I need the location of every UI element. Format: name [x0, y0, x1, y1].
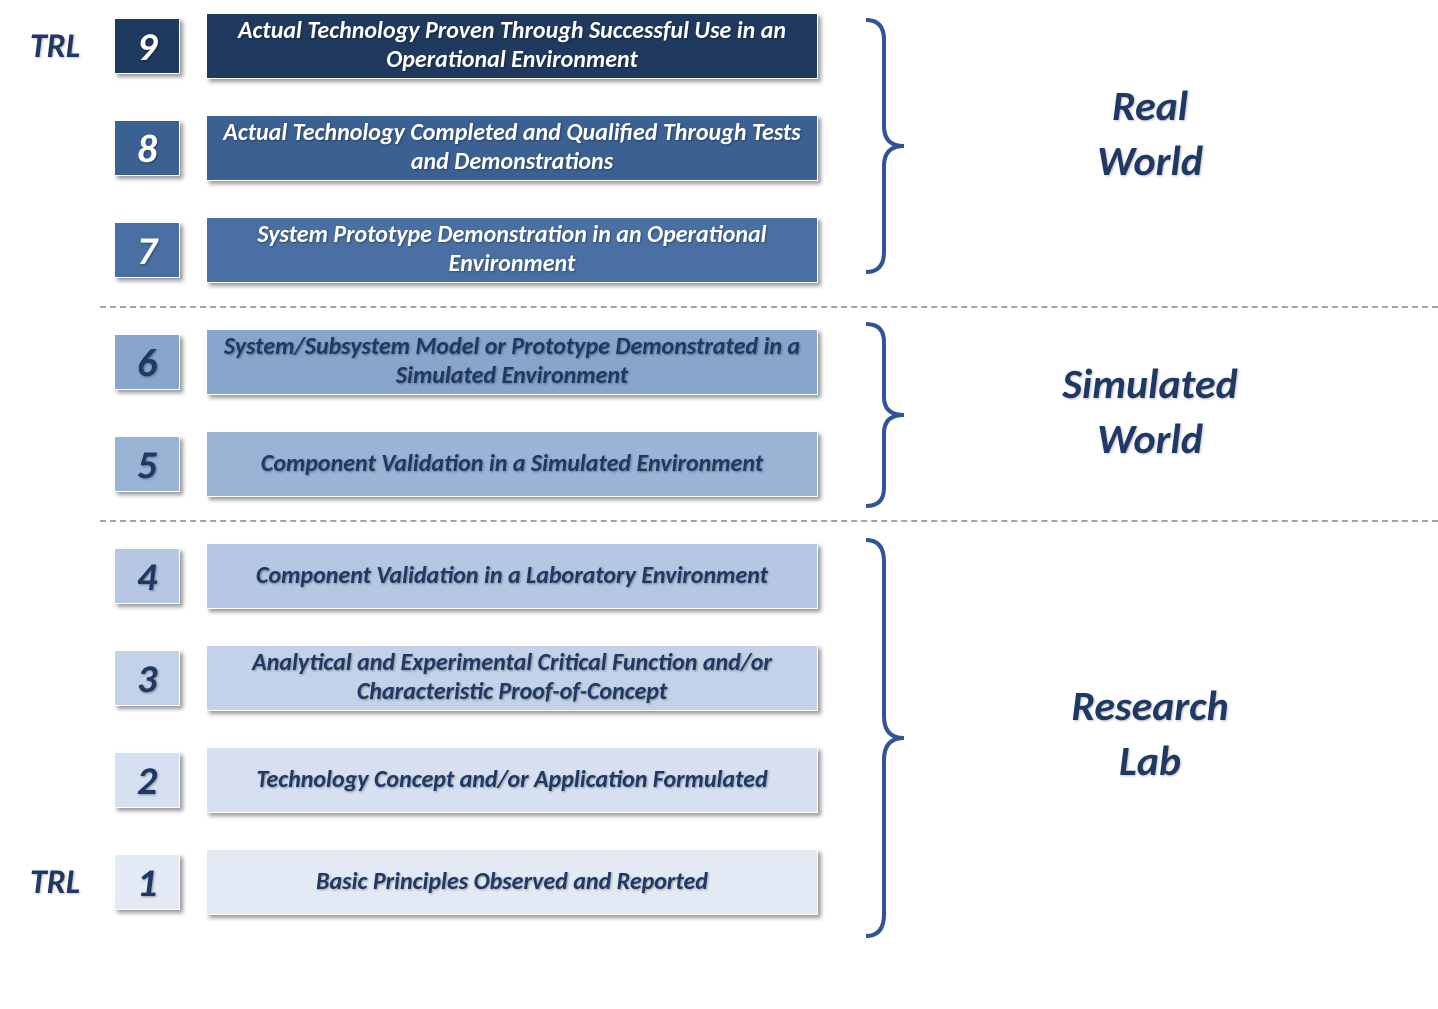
- group-label-line1: Research: [1071, 681, 1228, 732]
- trl-row-9: TRL 9 Actual Technology Proven Through S…: [0, 10, 1438, 82]
- trl-number-8: 8: [114, 120, 180, 176]
- trl-desc-9: Actual Technology Proven Through Success…: [206, 13, 818, 79]
- trl-number-9: 9: [114, 18, 180, 74]
- bracket-research-lab: [860, 536, 908, 940]
- trl-row-4: 4 Component Validation in a Laboratory E…: [0, 540, 1438, 612]
- trl-number-1: 1: [114, 854, 180, 910]
- trl-desc-1: Basic Principles Observed and Reported: [206, 849, 818, 915]
- divider-2: [100, 520, 1438, 522]
- divider-1: [100, 306, 1438, 308]
- trl-number-4: 4: [114, 548, 180, 604]
- trl-label-top: TRL: [0, 26, 110, 67]
- trl-desc-5: Component Validation in a Simulated Envi…: [206, 431, 818, 497]
- trl-row-1: TRL 1 Basic Principles Observed and Repo…: [0, 846, 1438, 918]
- group-label-line1: Real: [1112, 81, 1188, 132]
- trl-number-6: 6: [114, 334, 180, 390]
- trl-desc-4: Component Validation in a Laboratory Env…: [206, 543, 818, 609]
- group-label-line2: World: [1097, 414, 1203, 465]
- group-label-line2: World: [1097, 136, 1203, 187]
- trl-row-7: 7 System Prototype Demonstration in an O…: [0, 214, 1438, 286]
- trl-desc-6: System/Subsystem Model or Prototype Demo…: [206, 329, 818, 395]
- trl-desc-7: System Prototype Demonstration in an Ope…: [206, 217, 818, 283]
- bracket-simulated-world: [860, 320, 908, 510]
- trl-desc-3: Analytical and Experimental Critical Fun…: [206, 645, 818, 711]
- trl-number-5: 5: [114, 436, 180, 492]
- group-label-line2: Lab: [1119, 736, 1181, 787]
- group-label-simulated-world: Simulated World: [990, 358, 1310, 467]
- group-label-research-lab: Research Lab: [990, 680, 1310, 789]
- trl-number-3: 3: [114, 650, 180, 706]
- trl-desc-8: Actual Technology Completed and Qualifie…: [206, 115, 818, 181]
- trl-label-bottom: TRL: [0, 862, 110, 903]
- trl-diagram: TRL 9 Actual Technology Proven Through S…: [0, 0, 1438, 1009]
- trl-number-2: 2: [114, 752, 180, 808]
- trl-number-7: 7: [114, 222, 180, 278]
- group-label-line1: Simulated: [1062, 359, 1237, 410]
- trl-desc-2: Technology Concept and/or Application Fo…: [206, 747, 818, 813]
- group-label-real-world: Real World: [990, 80, 1310, 189]
- bracket-real-world: [860, 16, 908, 276]
